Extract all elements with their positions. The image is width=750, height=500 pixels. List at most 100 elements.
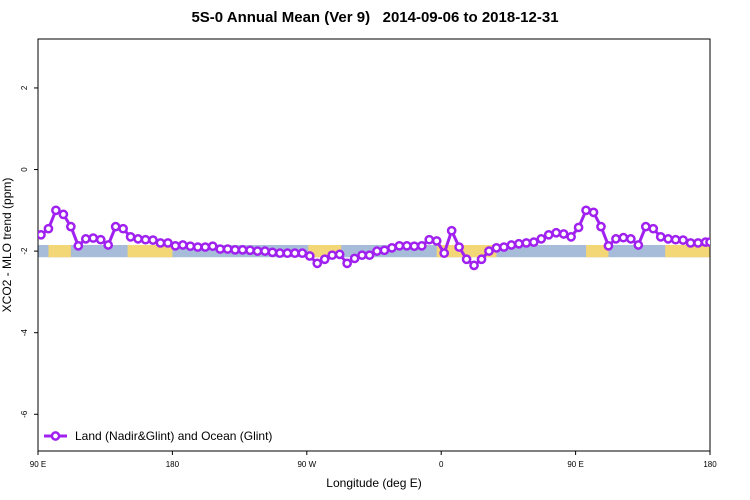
data-point	[51, 205, 61, 216]
data-point	[334, 249, 345, 260]
data-point	[506, 240, 517, 250]
data-point	[342, 258, 352, 269]
land-segment	[586, 245, 609, 258]
data-point	[185, 241, 196, 252]
data-point	[648, 223, 659, 234]
data-point	[215, 244, 226, 254]
data-point	[491, 243, 502, 253]
data-point	[260, 246, 270, 256]
data-point	[38, 229, 46, 240]
data-point	[222, 244, 233, 254]
data-point	[379, 245, 390, 256]
data-point	[596, 221, 606, 232]
data-point	[409, 241, 420, 252]
data-point	[103, 240, 114, 250]
data-point	[290, 248, 300, 259]
data-point	[521, 238, 532, 248]
data-point	[431, 236, 442, 246]
data-point	[499, 242, 509, 252]
data-point	[170, 240, 181, 251]
legend-marker	[50, 431, 61, 441]
data-point	[133, 234, 143, 244]
data-point	[551, 227, 562, 238]
data-point	[416, 240, 427, 251]
legend: Land (Nadir&Glint) and Ocean (Glint)	[44, 429, 272, 443]
data-point	[454, 242, 464, 252]
legend-label: Land (Nadir&Glint) and Ocean (Glint)	[75, 429, 272, 443]
land-segment	[665, 245, 710, 258]
y-tick-label: 2	[20, 85, 29, 90]
x-tick-label: 180	[703, 460, 717, 469]
data-point	[424, 234, 435, 245]
data-point	[237, 245, 248, 255]
x-axis-title: Longitude (deg E)	[326, 476, 421, 490]
series-layer	[38, 205, 710, 271]
data-point	[252, 246, 263, 256]
y-tick-label: 0	[20, 167, 29, 172]
data-point	[603, 240, 614, 251]
data-point	[178, 240, 188, 250]
data-point	[245, 245, 255, 256]
data-point	[282, 248, 293, 259]
data-point	[88, 233, 99, 243]
data-point	[663, 234, 674, 244]
data-point	[80, 234, 91, 244]
data-point	[230, 245, 240, 255]
data-point	[566, 231, 576, 242]
data-point	[439, 248, 450, 259]
data-point	[200, 242, 211, 252]
data-point	[469, 260, 479, 271]
data-point	[528, 237, 539, 247]
data-point	[626, 234, 636, 244]
data-point	[58, 209, 69, 220]
data-point	[536, 234, 547, 244]
data-point	[207, 241, 218, 252]
data-point	[685, 238, 696, 248]
y-tick-label: -6	[20, 410, 29, 418]
data-point	[543, 229, 554, 240]
data-point	[110, 221, 121, 232]
land-segment	[48, 245, 71, 258]
data-point	[43, 223, 54, 234]
data-point	[267, 247, 278, 258]
land-segment	[436, 245, 497, 258]
data-point	[66, 221, 76, 232]
data-point	[618, 232, 629, 243]
data-point	[140, 234, 151, 245]
chart-title: 5S-0 Annual Mean (Ver 9) 2014-09-06 to 2…	[191, 9, 559, 26]
data-point	[581, 205, 591, 216]
data-point	[514, 238, 524, 249]
y-tick-label: -2	[20, 247, 29, 255]
data-point	[678, 235, 688, 245]
data-point	[304, 251, 315, 261]
data-point	[633, 240, 644, 250]
data-point	[402, 240, 412, 251]
x-tick-label: 0	[439, 460, 444, 469]
data-point	[327, 250, 338, 261]
data-point	[655, 231, 666, 242]
data-point	[394, 240, 405, 251]
land-segment	[127, 245, 173, 258]
data-point	[148, 235, 158, 245]
data-point	[297, 248, 308, 259]
x-tick-label: 90 W	[297, 460, 316, 469]
x-tick-label: 90 E	[30, 460, 46, 469]
data-point	[357, 250, 367, 261]
data-point	[693, 238, 703, 248]
data-point	[364, 250, 375, 261]
x-tick-label: 90 E	[567, 460, 583, 469]
data-point	[588, 207, 599, 218]
y-axis-title: XCO2 - MLO trend (ppm)	[0, 178, 14, 313]
data-point	[476, 254, 487, 265]
data-point	[95, 234, 106, 245]
data-point	[446, 225, 457, 236]
data-point	[611, 234, 621, 244]
y-tick-label: -4	[20, 329, 29, 337]
data-point	[192, 242, 203, 252]
y-axis: 2 0 -2 -4 -6	[20, 85, 38, 418]
data-point	[705, 237, 710, 247]
data-point	[349, 253, 360, 264]
data-point	[640, 221, 651, 232]
data-point	[670, 234, 681, 245]
